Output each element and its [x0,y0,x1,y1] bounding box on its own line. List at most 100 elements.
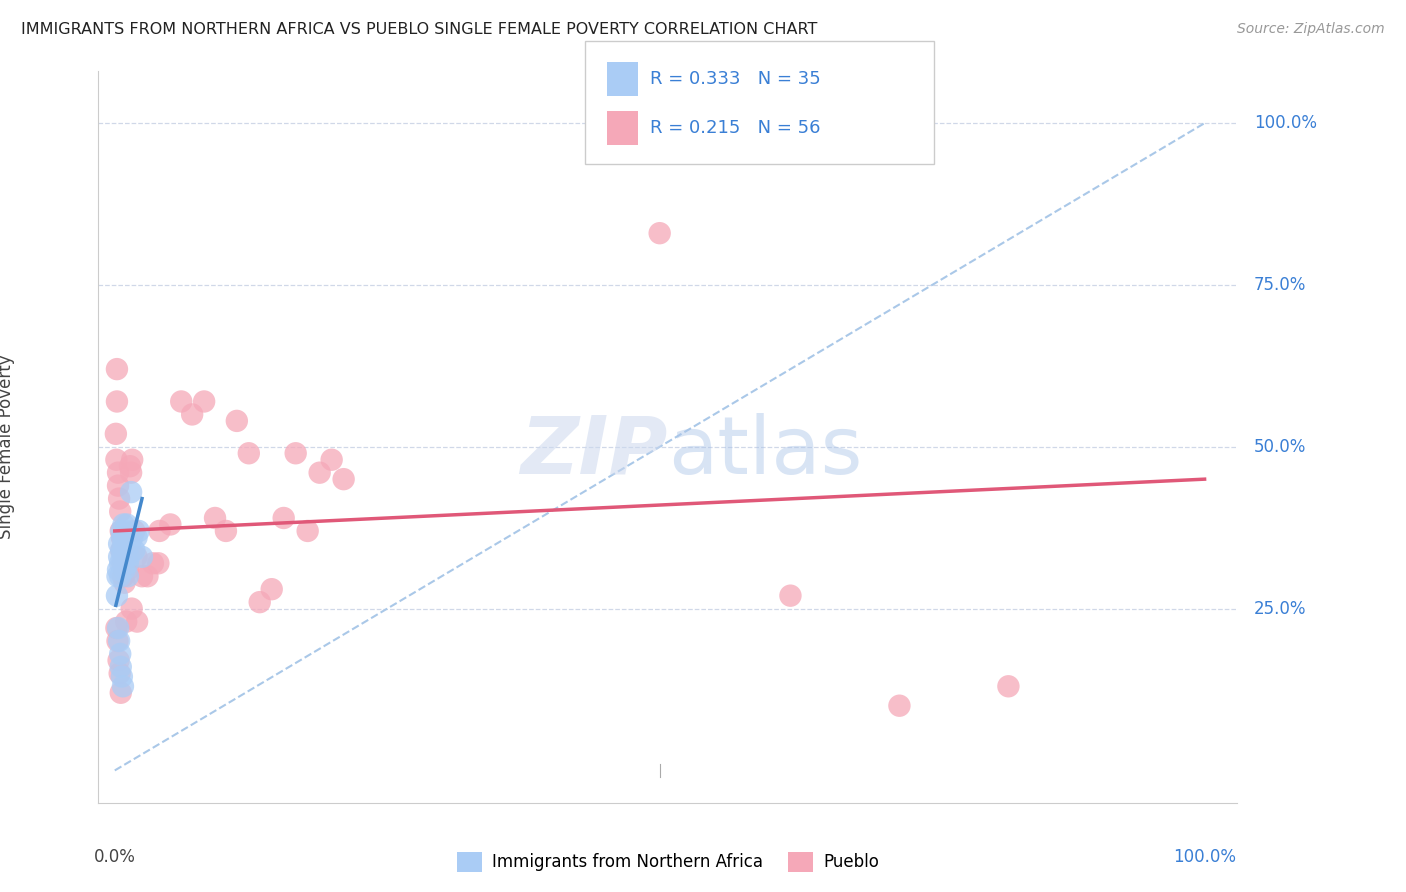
Point [204,511,226,525]
Point [105,362,128,376]
Point [110,686,132,700]
Point [105,452,128,467]
Point [105,589,128,603]
Text: R = 0.333   N = 35: R = 0.333 N = 35 [650,70,820,88]
Point [111,530,134,544]
Point [112,517,135,532]
Point [997,679,1019,693]
Point [121,452,143,467]
Point [128,524,150,538]
Point [110,660,132,674]
Point [110,543,132,558]
Point [108,634,131,648]
Point [648,226,671,240]
Text: R = 0.215   N = 56: R = 0.215 N = 56 [650,119,820,136]
Point [120,466,142,480]
Text: IMMIGRANTS FROM NORTHERN AFRICA VS PUEBLO SINGLE FEMALE POVERTY CORRELATION CHAR: IMMIGRANTS FROM NORTHERN AFRICA VS PUEBL… [21,22,817,37]
Text: 100.0%: 100.0% [1173,848,1236,866]
Point [111,557,134,571]
Point [284,446,307,460]
Point [118,537,141,551]
Text: ZIP: ZIP [520,413,668,491]
Point [159,517,181,532]
Point [121,530,143,544]
Point [111,530,134,544]
Text: 50.0%: 50.0% [1254,438,1306,456]
Point [110,647,132,661]
Point [112,537,135,551]
Text: atlas: atlas [668,413,862,491]
Point [107,569,129,583]
Point [249,595,271,609]
Point [114,563,136,577]
Point [332,472,354,486]
Point [105,394,128,409]
Point [107,653,129,667]
Point [131,569,153,583]
Point [131,549,153,564]
Point [125,530,148,544]
Point [120,485,142,500]
Point [107,563,129,577]
Point [170,394,193,409]
Point [125,549,148,564]
Point [111,569,134,583]
Point [308,466,330,480]
Point [238,446,260,460]
Point [115,517,138,532]
Point [181,408,204,422]
Point [118,459,141,474]
Point [779,589,801,603]
Point [108,549,131,564]
Point [148,524,170,538]
Point [889,698,911,713]
Point [112,569,135,583]
Point [117,569,139,583]
Point [121,601,143,615]
Point [297,524,319,538]
Point [273,511,295,525]
Point [115,549,138,564]
Point [108,666,131,681]
Point [107,466,129,480]
Point [114,524,136,538]
Point [117,563,139,577]
Point [110,557,132,571]
Point [110,569,132,583]
Point [110,524,132,538]
Point [117,557,139,571]
Legend: Immigrants from Northern Africa, Pueblo: Immigrants from Northern Africa, Pueblo [450,845,886,879]
Point [193,394,215,409]
Point [108,537,131,551]
Point [110,524,132,538]
Point [110,543,132,558]
Point [104,426,127,441]
Point [124,543,146,558]
Text: 75.0%: 75.0% [1254,276,1306,294]
Point [108,491,131,506]
Point [118,549,141,564]
Point [114,575,136,590]
Point [225,414,247,428]
Text: 25.0%: 25.0% [1254,599,1306,617]
Point [142,557,165,571]
Point [111,679,134,693]
Point [107,478,129,492]
Point [105,621,128,635]
Point [215,524,238,538]
Text: 0.0%: 0.0% [94,848,136,866]
Point [107,634,129,648]
Point [111,669,134,683]
Point [107,621,129,635]
Point [114,549,136,564]
Point [111,549,134,564]
Text: Source: ZipAtlas.com: Source: ZipAtlas.com [1237,22,1385,37]
Point [260,582,283,597]
Point [110,504,132,518]
Point [114,530,136,544]
Point [127,615,149,629]
Text: Single Female Poverty: Single Female Poverty [0,354,15,539]
Point [115,537,138,551]
Point [321,452,343,467]
Point [148,557,170,571]
